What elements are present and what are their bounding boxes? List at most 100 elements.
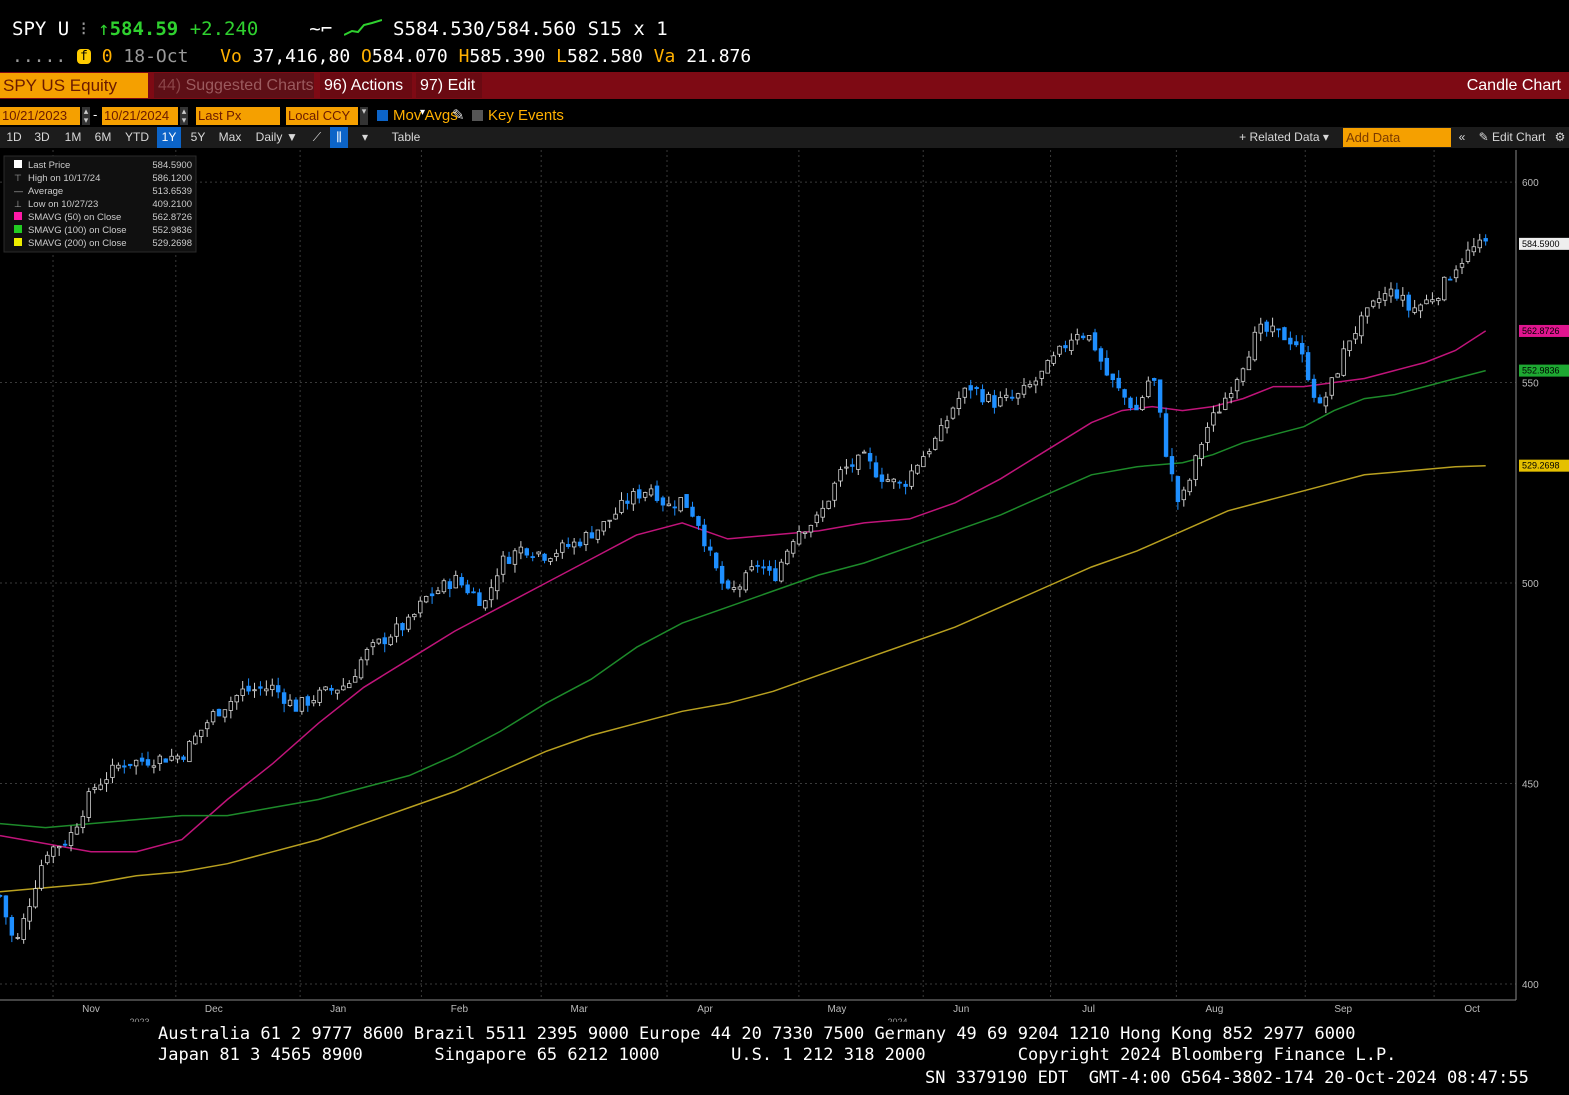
related-data-button[interactable]: + Related Data ▾ bbox=[1239, 130, 1329, 144]
candle-body bbox=[802, 531, 808, 534]
start-date-spinner-icon[interactable]: ▴ ▾ bbox=[82, 106, 90, 125]
start-date-field[interactable]: 10/21/2023 bbox=[0, 107, 80, 125]
actions-menu[interactable]: 96) Actions ▾ bbox=[320, 73, 412, 118]
quote-date: 18-Oct bbox=[123, 46, 189, 67]
end-date-spinner-icon[interactable]: ▴ ▾ bbox=[180, 106, 188, 125]
candle-body bbox=[1430, 299, 1435, 303]
candle-body bbox=[1009, 396, 1015, 399]
candle-body bbox=[867, 453, 873, 462]
candle-body bbox=[1412, 307, 1417, 313]
candle-body bbox=[317, 689, 322, 703]
candle-body bbox=[157, 755, 163, 764]
candle-body bbox=[0, 894, 3, 897]
candle-body bbox=[1063, 345, 1068, 349]
pencil-icon[interactable]: ✎ bbox=[452, 107, 465, 124]
candle-body bbox=[613, 513, 618, 520]
f-badge[interactable]: f bbox=[77, 49, 91, 64]
candle-body bbox=[370, 642, 376, 648]
legend-symbol-icon: — bbox=[14, 186, 23, 196]
period-ytd-button[interactable]: YTD bbox=[125, 130, 149, 144]
candle-body bbox=[927, 451, 932, 455]
candle-body bbox=[1311, 378, 1317, 398]
candle-body bbox=[542, 553, 547, 561]
candle-body bbox=[678, 497, 683, 512]
quote-details: ..... f 0 18-Oct Vo 37,416,80 O584.070 H… bbox=[12, 46, 751, 72]
candle-body bbox=[601, 521, 606, 532]
y-tick-label: 450 bbox=[1522, 779, 1539, 790]
add-data-input[interactable]: Add Data bbox=[1343, 128, 1451, 147]
period-1m-button[interactable]: 1M bbox=[64, 130, 82, 144]
currency-selector[interactable]: Local CCY bbox=[286, 107, 358, 125]
candle-body bbox=[607, 519, 612, 522]
candle-body bbox=[418, 600, 423, 614]
candle-body bbox=[1193, 455, 1198, 480]
legend-value: 409.2100 bbox=[152, 199, 192, 210]
period-3d-button[interactable]: 3D bbox=[34, 130, 50, 144]
candle-body bbox=[814, 514, 820, 524]
period-1d-button[interactable]: 1D bbox=[6, 130, 22, 144]
mov-avgs-checkbox[interactable] bbox=[377, 110, 388, 121]
candle-chart-icon[interactable]: ⫼ bbox=[330, 127, 348, 148]
volume-value: 37,416,80 bbox=[252, 46, 351, 67]
period-1y-button[interactable]: 1Y bbox=[157, 127, 181, 148]
frequency-selector[interactable]: Daily bbox=[255, 130, 283, 144]
key-events-label: Key Events bbox=[488, 107, 564, 124]
candle-body bbox=[577, 541, 583, 547]
frequency-dropdown-icon[interactable]: ▼ bbox=[286, 130, 298, 144]
currency-dropdown-icon[interactable]: ▾ bbox=[360, 107, 368, 125]
legend-value: 513.6539 bbox=[152, 186, 192, 197]
high-value: 585.390 bbox=[469, 46, 546, 67]
candle-body bbox=[1086, 335, 1092, 341]
candle-body bbox=[388, 636, 393, 646]
settings-gear-icon[interactable]: ⚙ bbox=[1554, 130, 1566, 144]
candle-body bbox=[382, 637, 387, 645]
candle-body bbox=[187, 741, 192, 763]
end-date-field[interactable]: 10/21/2024 bbox=[102, 107, 178, 125]
candle-body bbox=[358, 659, 364, 679]
sma-line-0 bbox=[0, 330, 1487, 853]
candle-body bbox=[116, 764, 121, 769]
x-tick-label: Oct bbox=[1464, 1004, 1480, 1015]
legend-box bbox=[3, 155, 197, 253]
security-field[interactable]: SPY US Equity bbox=[0, 73, 148, 98]
line-chart-icon[interactable]: ⟋ bbox=[312, 130, 322, 144]
volume-label: Vo bbox=[220, 46, 242, 67]
candle-body bbox=[56, 846, 62, 849]
x-tick-label: Jul bbox=[1082, 1004, 1095, 1015]
candle-body bbox=[459, 577, 464, 586]
candle-body bbox=[938, 425, 944, 442]
candle-body bbox=[530, 556, 535, 558]
legend-label: High on 10/17/24 bbox=[28, 173, 100, 184]
candle-body bbox=[903, 483, 908, 487]
candle-body bbox=[950, 407, 956, 419]
candle-body bbox=[554, 552, 559, 558]
edit-menu[interactable]: 97) Edit ▾ bbox=[416, 73, 482, 118]
legend-value: 586.1200 bbox=[152, 173, 192, 184]
candle-body bbox=[915, 464, 920, 474]
candle-body bbox=[838, 469, 843, 482]
candle-body bbox=[861, 451, 867, 454]
legend-value: 562.8726 bbox=[152, 212, 192, 223]
period-6m-button[interactable]: 6M bbox=[94, 130, 112, 144]
table-button[interactable]: Table bbox=[391, 130, 421, 144]
period-max-button[interactable]: Max bbox=[218, 130, 242, 144]
candle-body bbox=[767, 566, 772, 571]
chart-style-dropdown-icon[interactable]: ▾ bbox=[361, 130, 369, 144]
edit-chart-button[interactable]: ✎ Edit Chart bbox=[1478, 130, 1546, 144]
suggested-charts-button[interactable]: 44) Suggested Charts bbox=[154, 73, 314, 98]
candle-body bbox=[560, 542, 565, 553]
candle-body bbox=[1323, 396, 1329, 407]
candle-body bbox=[654, 485, 660, 501]
open-label: O bbox=[361, 46, 372, 67]
candle-body bbox=[637, 489, 642, 499]
field-selector[interactable]: Last Px bbox=[196, 107, 280, 125]
key-events-checkbox[interactable] bbox=[472, 110, 483, 121]
period-5y-button[interactable]: 5Y bbox=[190, 130, 206, 144]
legend-symbol-icon: ⊥ bbox=[14, 199, 22, 209]
collapse-icon[interactable]: « bbox=[1458, 130, 1466, 144]
sma-value-label: 552.9836 bbox=[1522, 366, 1560, 376]
candle-body bbox=[246, 685, 251, 692]
candle-body bbox=[80, 815, 86, 829]
candle-body bbox=[631, 491, 636, 505]
candle-body bbox=[980, 389, 985, 403]
